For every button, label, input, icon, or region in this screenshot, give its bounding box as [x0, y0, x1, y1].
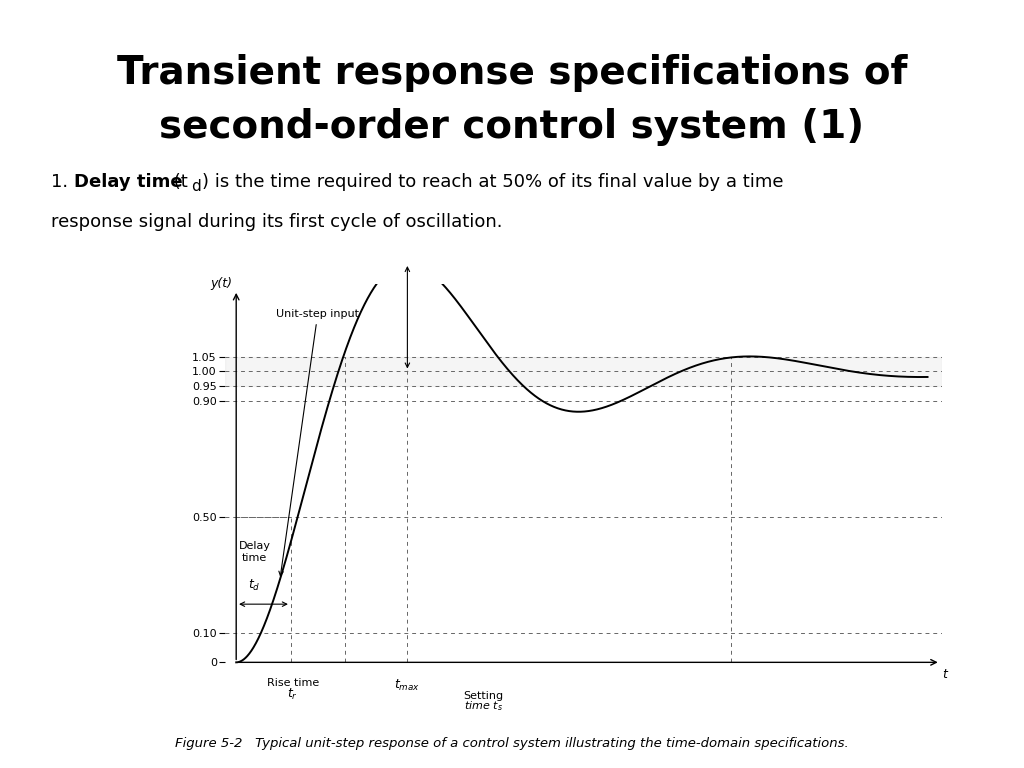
Text: 1.: 1. [51, 173, 74, 190]
Text: Figure 5-2   Typical unit-step response of a control system illustrating the tim: Figure 5-2 Typical unit-step response of… [175, 737, 849, 750]
Text: Transient response specifications of: Transient response specifications of [117, 54, 907, 91]
Text: second-order control system (1): second-order control system (1) [160, 108, 864, 145]
Text: Unit-step input: Unit-step input [276, 309, 359, 576]
Text: Delay
time: Delay time [239, 541, 270, 563]
Text: Setting: Setting [464, 691, 504, 701]
Bar [225, 357, 942, 386]
Text: $t_{max}$: $t_{max}$ [394, 678, 421, 694]
Text: response signal during its first cycle of oscillation.: response signal during its first cycle o… [51, 213, 503, 230]
Text: ) is the time required to reach at 50% of its final value by a time: ) is the time required to reach at 50% o… [202, 173, 783, 190]
Text: (t: (t [168, 173, 187, 190]
Text: time $t_s$: time $t_s$ [464, 700, 503, 713]
Text: y(t): y(t) [211, 277, 232, 290]
Text: t: t [942, 668, 947, 681]
Text: $t_r$: $t_r$ [288, 687, 298, 702]
Text: Rise time: Rise time [267, 678, 319, 688]
Text: $t_d$: $t_d$ [248, 578, 261, 593]
Text: d: d [191, 179, 202, 194]
Text: Delay time: Delay time [74, 173, 182, 190]
